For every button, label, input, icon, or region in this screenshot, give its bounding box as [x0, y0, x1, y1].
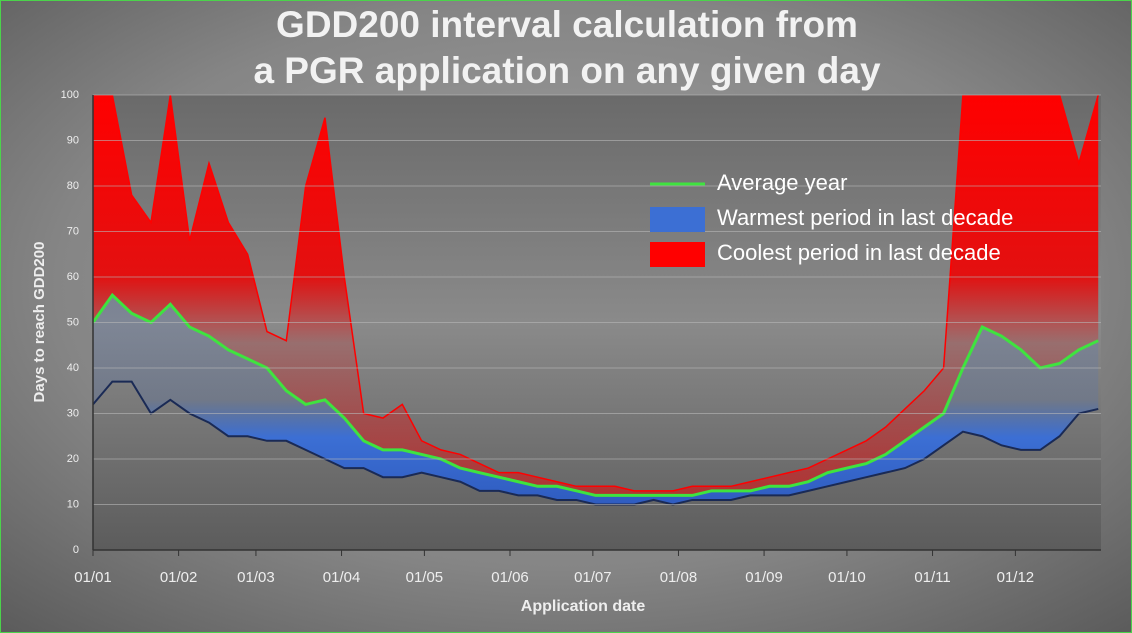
x-tick-label: 01/04 [323, 569, 361, 586]
y-axis-label: Days to reach GDD200 [31, 242, 48, 403]
y-tick-label: 90 [67, 134, 79, 146]
legend-label: Coolest period in last decade [717, 240, 1001, 265]
x-tick-label: 01/08 [660, 569, 698, 586]
y-tick-label: 30 [67, 407, 79, 419]
x-axis-label: Application date [521, 598, 646, 615]
y-tick-label: 100 [61, 89, 79, 101]
x-tick-label: 01/01 [74, 569, 112, 586]
legend-label: Warmest period in last decade [717, 205, 1013, 230]
y-tick-label: 80 [67, 180, 79, 192]
y-tick-label: 10 [67, 498, 79, 510]
x-tick-label: 01/02 [160, 569, 198, 586]
coolest-area [93, 95, 1099, 496]
x-tick-label: 01/06 [491, 569, 529, 586]
average-line [93, 292, 1099, 497]
x-tick-label: 01/07 [574, 569, 612, 586]
x-tick-label: 01/10 [828, 569, 866, 586]
x-tick-label: 01/11 [914, 569, 950, 586]
y-tick-label: 20 [67, 453, 79, 465]
chart-title: GDD200 interval calculation from [276, 4, 858, 45]
warmest-area [93, 295, 1099, 505]
x-tick-label: 01/12 [997, 569, 1035, 586]
y-tick-label: 0 [73, 544, 79, 556]
plot [93, 95, 1099, 506]
chart-title: a PGR application on any given day [253, 50, 881, 91]
y-tick-label: 50 [67, 316, 79, 328]
y-tick-label: 60 [67, 271, 79, 283]
legend-swatch [650, 207, 705, 232]
legend-label: Average year [717, 170, 847, 195]
x-tick-label: 01/03 [237, 569, 275, 586]
legend-swatch [650, 242, 705, 267]
x-tick-label: 01/05 [406, 569, 444, 586]
y-tick-label: 70 [67, 225, 79, 237]
y-tick-label: 40 [67, 362, 79, 374]
x-tick-label: 01/09 [745, 569, 783, 586]
coolest-line [93, 95, 1099, 492]
